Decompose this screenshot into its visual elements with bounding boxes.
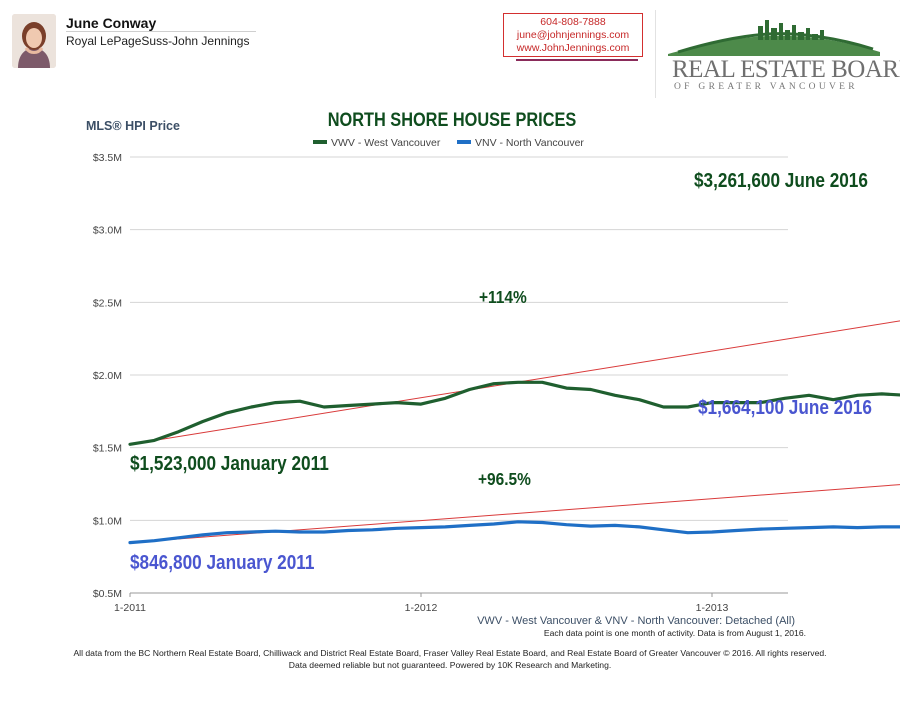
legend-label-west[interactable]: VWV - West Vancouver xyxy=(331,137,441,149)
y-tick-label: $3.5M xyxy=(93,152,122,164)
chart-title: NORTH SHORE HOUSE PRICES xyxy=(328,109,577,130)
contact-underline xyxy=(516,59,638,61)
annotation-west-end: $3,261,600 June 2016 xyxy=(694,169,868,192)
name-divider xyxy=(66,31,256,32)
series-line-north[interactable] xyxy=(128,424,900,545)
y-tick-label: $0.5M xyxy=(93,588,122,600)
series-line-west[interactable] xyxy=(128,192,900,446)
x-tick-label: 1-2013 xyxy=(696,602,729,614)
y-tick-label: $1.5M xyxy=(93,443,122,455)
y-tick-label: $1.0M xyxy=(93,515,122,527)
annotation-north-end: $1,664,100 June 2016 xyxy=(698,396,872,419)
contact-phone[interactable]: 604-808-7888 xyxy=(540,16,606,28)
legend-label-north[interactable]: VNV - North Vancouver xyxy=(475,137,584,149)
board-name: REAL ESTATE BOARD xyxy=(672,56,900,83)
trend-arrows xyxy=(129,320,900,544)
footer-note: Each data point is one month of activity… xyxy=(543,628,806,638)
x-axis-label: VWV - West Vancouver & VNV - North Vanco… xyxy=(477,615,795,627)
agent-company: Royal LePageSuss-John Jennings xyxy=(66,34,250,48)
annotation-west-change: +114% xyxy=(479,287,527,307)
x-tick-label: 1-2012 xyxy=(405,602,438,614)
header: June Conway Royal LePageSuss-John Jennin… xyxy=(0,0,900,100)
series-lines xyxy=(128,192,900,545)
legend: VWV - West Vancouver VNV - North Vancouv… xyxy=(313,137,584,149)
grid xyxy=(129,156,788,597)
chart: NORTH SHORE HOUSE PRICES MLS® HPI Price … xyxy=(86,109,900,627)
y-axis-label: MLS® HPI Price xyxy=(86,119,180,133)
board-subtitle: OF GREATER VANCOUVER xyxy=(674,82,858,92)
y-tick-label: $2.0M xyxy=(93,370,122,382)
agent-name: June Conway xyxy=(66,15,157,31)
header-divider xyxy=(655,10,656,98)
agent-avatar xyxy=(12,14,56,68)
footer-disclaimer-2: Data deemed reliable but not guaranteed.… xyxy=(288,660,612,670)
annotation-north-start: $846,800 January 2011 xyxy=(130,551,314,574)
trend-arrow-north xyxy=(129,484,900,544)
contact-box: 604-808-7888 june@johnjennings.com www.J… xyxy=(503,13,643,57)
footer-disclaimer-1: All data from the BC Northern Real Estat… xyxy=(73,648,827,658)
annotation-west-start: $1,523,000 January 2011 xyxy=(130,452,329,475)
annotation-north-change: +96.5% xyxy=(478,469,531,489)
x-tick-label: 1-2011 xyxy=(114,602,146,614)
y-tick-label: $2.5M xyxy=(93,297,122,309)
contact-website[interactable]: www.JohnJennings.com xyxy=(516,42,630,54)
y-axis-ticks: $0.5M $1.0M $1.5M $2.0M $2.5M $3.0M $3.5M xyxy=(93,152,122,600)
skyline-icon xyxy=(668,20,880,56)
contact-email[interactable]: june@johnjennings.com xyxy=(516,29,630,41)
board-logo: REAL ESTATE BOARD OF GREATER VANCOUVER xyxy=(668,16,900,94)
y-tick-label: $3.0M xyxy=(93,225,122,237)
